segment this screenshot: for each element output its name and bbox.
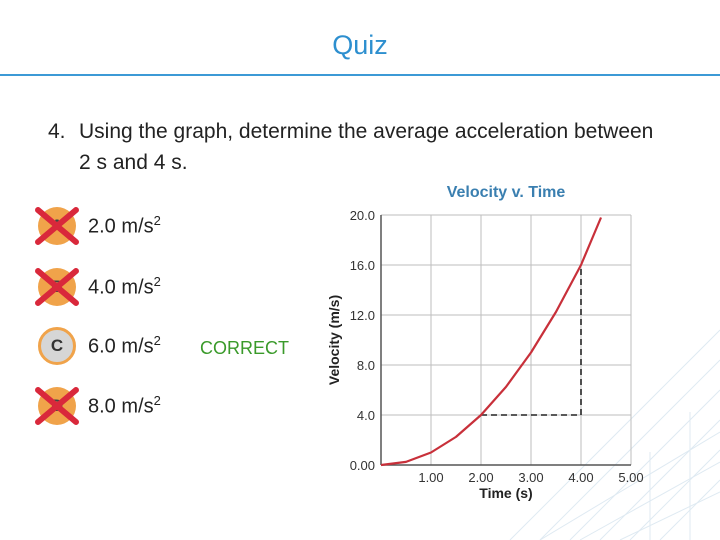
option-c-bubble[interactable]: C xyxy=(38,327,76,365)
y-tick-label: 12.0 xyxy=(350,308,375,323)
option-c-text: 6.0 m/s2 xyxy=(88,333,161,359)
option-b-text: 4.0 m/s2 xyxy=(88,274,161,300)
option-c-exponent: 2 xyxy=(153,333,161,348)
question-number: 4. xyxy=(48,120,66,143)
x-tick-label: 4.00 xyxy=(568,470,593,485)
option-c-letter: C xyxy=(50,336,64,355)
background-pattern xyxy=(509,329,720,540)
x-tick-label: 1.00 xyxy=(418,470,443,485)
wrong-x-icon xyxy=(35,268,79,306)
x-tick-label: 3.00 xyxy=(518,470,543,485)
option-c-value: 6.0 m/s xyxy=(88,335,154,358)
option-d[interactable]: D 8.0 m/s2 xyxy=(35,385,318,425)
y-tick-label: 4.0 xyxy=(357,408,375,423)
wrong-x-icon xyxy=(35,207,79,245)
chart-title: Velocity v. Time xyxy=(447,184,566,201)
y-tick-label: 16.0 xyxy=(350,258,375,273)
option-b[interactable]: B 4.0 m/s2 xyxy=(35,266,318,306)
option-b-exponent: 2 xyxy=(153,274,161,289)
option-a-text: 2.0 m/s2 xyxy=(88,213,161,239)
y-tick-label: 8.0 xyxy=(357,358,375,373)
velocity-curve xyxy=(380,217,603,467)
correct-feedback: CORRECT xyxy=(200,338,289,358)
x-tick-label: 5.00 xyxy=(618,470,643,485)
option-a[interactable]: A 2.0 m/s2 xyxy=(35,205,318,245)
x-tick-label: 2.00 xyxy=(468,470,493,485)
x-axis-label: Time (s) xyxy=(479,485,532,501)
option-d-value: 8.0 m/s xyxy=(88,395,154,418)
chart-svg: 0.00 4.0 8.0 12.0 16.0 20.0 1.00 2.00 3.00 4.00 5.… xyxy=(326,184,644,501)
y-tick-label: 20.0 xyxy=(350,208,375,223)
option-d-exponent: 2 xyxy=(153,393,161,408)
option-c[interactable]: C 6.0 m/s2 xyxy=(38,325,318,365)
y-axis-label: Velocity (m/s) xyxy=(326,295,342,385)
velocity-time-graph: 0.00 4.0 8.0 12.0 16.0 20.0 1.00 2.00 3.00 4.00 5.… xyxy=(320,172,720,540)
option-b-value: 4.0 m/s xyxy=(88,276,154,299)
title-bar: Quiz xyxy=(0,0,720,78)
wrong-x-icon xyxy=(35,387,79,425)
title-divider xyxy=(0,74,720,76)
option-d-text: 8.0 m/s2 xyxy=(88,393,161,419)
option-a-exponent: 2 xyxy=(153,213,161,228)
page-title: Quiz xyxy=(332,30,388,60)
option-a-value: 2.0 m/s xyxy=(88,215,154,238)
y-tick-label: 0.00 xyxy=(350,458,375,473)
question-text: Using the graph, determine the average a… xyxy=(79,120,654,174)
